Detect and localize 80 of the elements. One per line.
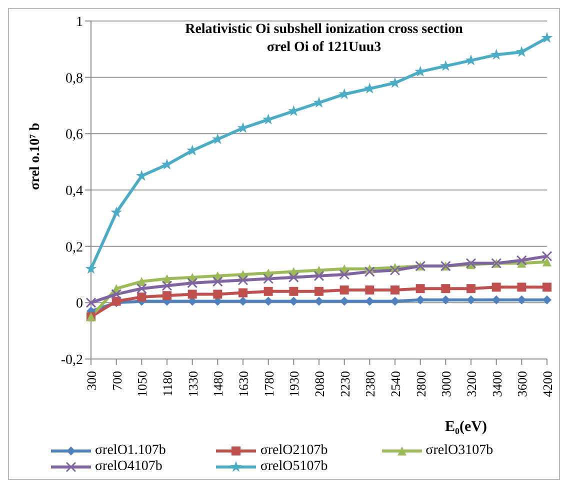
point	[492, 282, 501, 292]
point	[340, 285, 349, 294]
text: σrel Oi of 121Uuu3	[266, 39, 382, 57]
point	[466, 295, 476, 304]
point	[212, 276, 223, 287]
point	[416, 284, 425, 294]
x-tick-label: 2540	[388, 371, 403, 397]
y-tick-label: 1	[76, 14, 83, 30]
x-tick-label: 1630	[236, 371, 251, 397]
y-tick-label: -0,2	[60, 352, 83, 368]
point	[162, 280, 172, 292]
x-tick-label: 300	[84, 371, 99, 390]
x-tick-label: 2230	[337, 371, 352, 397]
x-tick-label: 2380	[362, 371, 378, 397]
point	[390, 296, 400, 306]
x-tick-label: 2080	[312, 371, 327, 397]
x-tick-label: 3200	[464, 371, 479, 397]
point	[289, 286, 298, 296]
point	[238, 296, 248, 306]
point	[238, 274, 248, 286]
point	[364, 266, 375, 277]
legend-label: σrelO5107b	[260, 459, 328, 475]
point	[542, 257, 552, 266]
point	[390, 285, 400, 294]
point	[314, 270, 324, 282]
x-tick-label: 2800	[413, 371, 428, 397]
point	[516, 255, 527, 266]
point	[263, 273, 274, 284]
point	[86, 297, 96, 308]
legend-label: σrelO2107b	[260, 443, 328, 459]
y-tick-label: 0	[76, 296, 83, 312]
legend-label: σrelO4107b	[95, 459, 162, 475]
point	[541, 32, 553, 43]
point	[238, 288, 248, 298]
x-tick-label: 1330	[185, 371, 200, 397]
x-tick-label: 700	[109, 371, 124, 390]
point	[542, 282, 552, 292]
point	[441, 284, 450, 294]
y-tick-label: 0,2	[66, 240, 83, 256]
legend-label: σrelO1.107b	[95, 443, 166, 459]
point	[110, 206, 122, 218]
x-tick-label: 3000	[438, 371, 454, 397]
point	[365, 285, 374, 294]
x-tick-label: 1930	[286, 371, 302, 397]
x-tick-label: 4200	[540, 371, 555, 397]
x-tick-label: 3600	[514, 371, 530, 397]
point	[136, 283, 147, 294]
point	[466, 258, 476, 268]
y-axis-title: σrel o.10⁷ b	[28, 122, 43, 190]
legend-label: σrelO3107b	[426, 443, 494, 459]
point	[490, 48, 502, 60]
y-tick-label: 0,8	[66, 71, 83, 86]
point	[390, 265, 400, 276]
point	[187, 278, 198, 288]
point	[213, 290, 222, 299]
chart-title: Relativistic Oi subshell ionization cross section	[184, 21, 464, 39]
point	[516, 46, 528, 57]
x-tick-label: 3400	[489, 371, 504, 397]
point	[517, 282, 526, 292]
x-tick-label: 1780	[261, 371, 276, 397]
point	[188, 290, 197, 299]
point	[314, 296, 324, 306]
x-tick-label: 1480	[210, 371, 226, 397]
point	[137, 292, 146, 302]
point	[85, 262, 97, 274]
x-axis-title: E₀(eV)	[445, 419, 488, 435]
point	[264, 286, 273, 296]
point	[161, 158, 173, 170]
y-tick-label: 0,6	[66, 128, 83, 143]
x-tick-label: 1050	[134, 371, 150, 397]
point	[162, 291, 172, 300]
x-tick-label: 1180	[160, 371, 175, 397]
point	[288, 272, 299, 283]
point	[542, 250, 552, 262]
point	[339, 269, 350, 280]
point	[466, 284, 476, 294]
point	[542, 295, 552, 304]
point	[314, 286, 324, 296]
point	[111, 288, 122, 300]
y-tick-label: 0,4	[66, 184, 83, 199]
